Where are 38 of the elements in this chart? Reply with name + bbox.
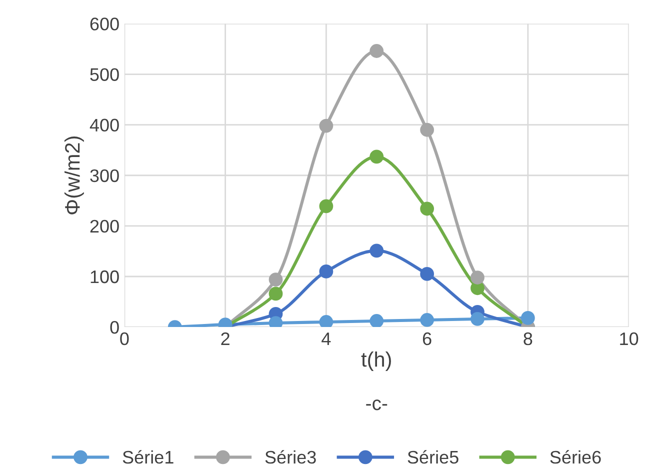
x-tick-label: 8 xyxy=(524,332,532,346)
x-tick-label: 0 xyxy=(120,332,129,346)
point xyxy=(520,311,535,325)
y-tick-label: 400 xyxy=(90,118,119,132)
point xyxy=(319,264,334,278)
point xyxy=(370,44,384,58)
point xyxy=(420,267,434,281)
point xyxy=(420,122,434,137)
y-tick-label: 200 xyxy=(90,220,119,233)
legend-label: Série5 xyxy=(408,450,458,464)
point xyxy=(319,118,334,133)
point xyxy=(268,272,283,286)
point xyxy=(268,286,283,301)
y-tick-label: 300 xyxy=(90,169,119,182)
point xyxy=(370,314,384,328)
point xyxy=(268,316,283,328)
x-tick-label: 2 xyxy=(221,332,230,346)
text: -c- xyxy=(366,400,388,410)
x-tick-label: 4 xyxy=(322,332,331,346)
point xyxy=(470,312,484,326)
legend-label: Série1 xyxy=(122,450,174,464)
point xyxy=(370,150,384,164)
legend-label: Série6 xyxy=(550,450,601,464)
x-tick-label: 10 xyxy=(620,332,638,346)
point xyxy=(319,315,334,328)
point xyxy=(370,244,384,258)
point xyxy=(319,199,334,214)
y-tick-label: 100 xyxy=(90,270,119,284)
y-tick-label: 500 xyxy=(90,68,119,81)
y-axis-title: Φ(w/m2) xyxy=(64,136,84,214)
x-axis-title: t(h) xyxy=(361,352,391,371)
point xyxy=(420,202,434,216)
legend-label: Série3 xyxy=(265,450,316,464)
point xyxy=(420,313,434,327)
point xyxy=(470,270,484,284)
y-tick-label: 600 xyxy=(90,18,119,30)
y-tick-label: 0 xyxy=(110,320,119,334)
x-tick-label: 6 xyxy=(422,332,432,346)
